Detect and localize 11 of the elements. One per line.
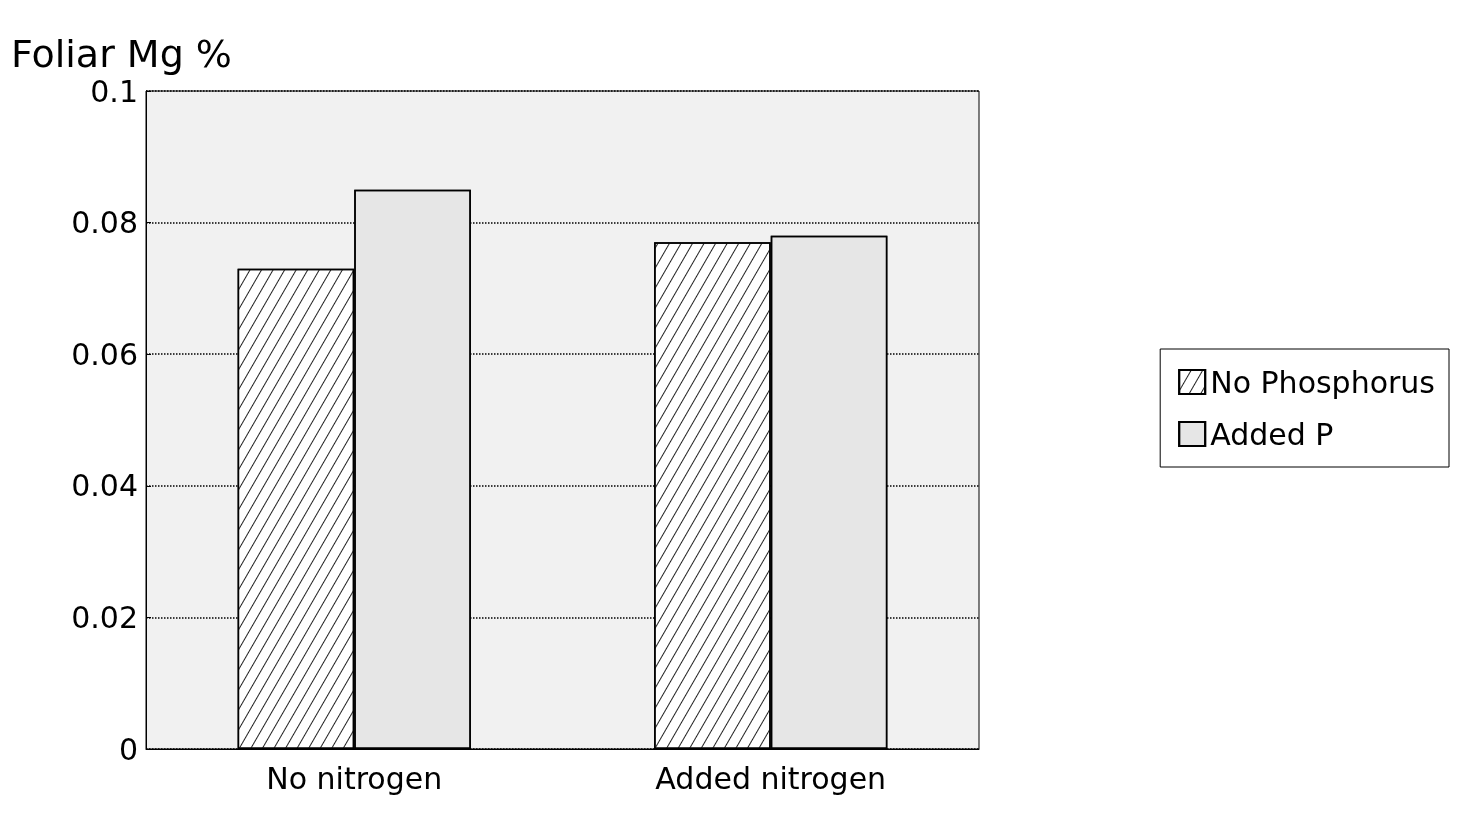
x-tick-label: Added nitrogen (655, 760, 887, 796)
legend-label: No Phosphorus (1210, 364, 1435, 400)
legend-label: Added P (1210, 416, 1334, 452)
y-tick-label: 0.04 (71, 468, 138, 504)
y-tick-label: 0.08 (71, 205, 138, 241)
y-tick-label: 0.1 (90, 73, 138, 109)
x-tick-label: No nitrogen (266, 760, 443, 796)
y-tick-label: 0.02 (71, 599, 138, 635)
y-axis-title: Foliar Mg % (11, 32, 232, 76)
y-tick-label: 0 (118, 731, 138, 767)
y-tick-label: 0.06 (71, 336, 138, 372)
